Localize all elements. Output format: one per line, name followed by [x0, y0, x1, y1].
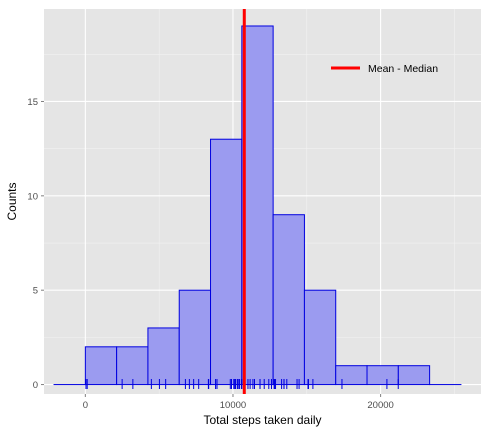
histogram-bar: [397, 365, 431, 386]
legend: Mean - Median: [331, 63, 438, 75]
y-tick-label: 15: [27, 97, 38, 108]
histogram-bar: [178, 289, 212, 386]
histogram-bar: [272, 214, 305, 386]
x-axis-title: Total steps taken daily: [203, 413, 321, 427]
axis-ticks: 0 10000 20000 0 5 10 15: [27, 97, 393, 411]
histogram-bar: [84, 346, 118, 386]
histogram-bar: [303, 289, 337, 386]
y-tick-label: 0: [33, 380, 38, 391]
x-tick-label: 20000: [367, 400, 393, 411]
histogram-bars: [53, 25, 462, 386]
histogram-bar: [210, 138, 243, 386]
histogram-bar: [366, 365, 399, 386]
y-tick-label: 5: [33, 286, 38, 297]
y-axis-title: Counts: [5, 182, 19, 220]
histogram-bar: [116, 346, 149, 386]
histogram-bar: [147, 327, 180, 386]
legend-label: Mean - Median: [368, 63, 438, 75]
histogram-bar: [241, 25, 274, 386]
x-tick-label: 10000: [220, 400, 246, 411]
rug-marks: [85, 379, 399, 389]
x-tick-label: 0: [83, 400, 88, 411]
histogram-bar: [335, 365, 368, 386]
y-tick-label: 10: [27, 191, 38, 202]
